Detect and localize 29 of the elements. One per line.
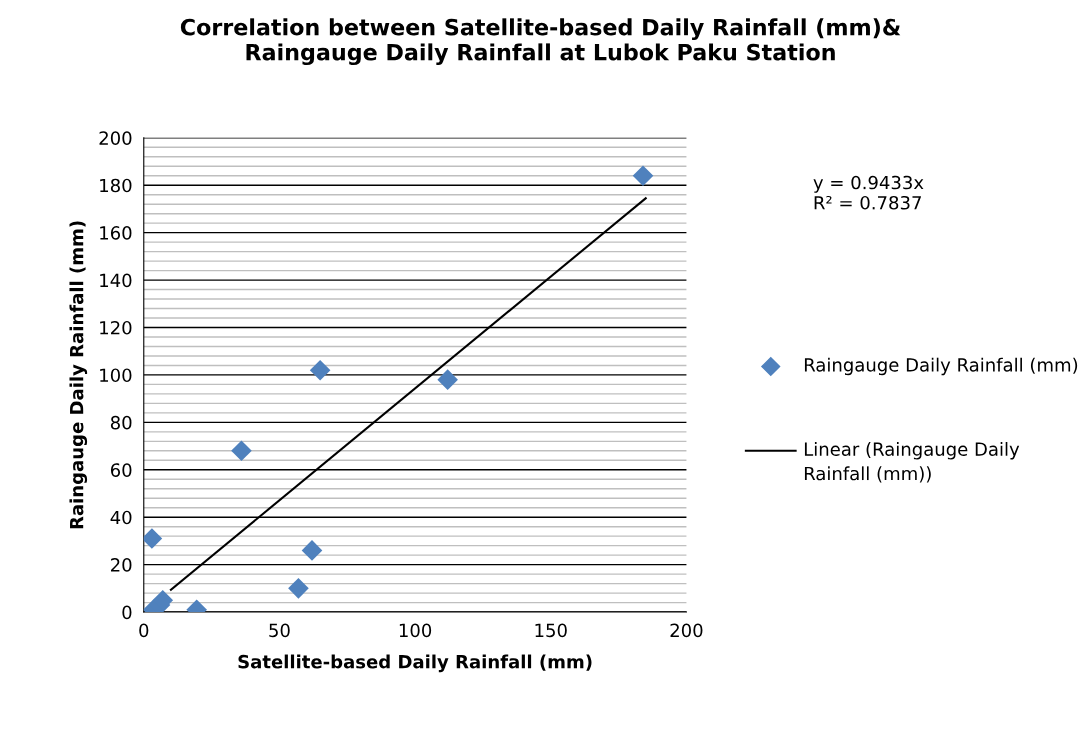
- text: y = 0.9433x R² = 0.7837: [813, 175, 924, 210]
- x-tick-label: 200: [670, 623, 703, 638]
- x-axis-title: Satellite-based Daily Rainfall (mm): [238, 654, 592, 673]
- y-tick-label: 40: [110, 510, 132, 525]
- x-tick-label: 50: [269, 623, 290, 638]
- legend-label: Linear (Raingauge Daily Rainfall (mm)): [804, 442, 1020, 483]
- y-axis-title: Raingauge Daily Rainfall (mm): [69, 221, 88, 529]
- point: [437, 369, 458, 390]
- y-tick-label: 80: [110, 415, 132, 430]
- y-tick-label: 60: [110, 463, 132, 477]
- chart-title: Correlation between Satellite-based Daily Rainfall (mm)& Raingauge Daily Rainfall at Lubok Paku Station: [180, 18, 901, 66]
- y-tick-label: 0: [122, 605, 132, 620]
- point: [143, 528, 163, 549]
- x-tick-label: 100: [399, 623, 432, 638]
- point: [288, 578, 309, 599]
- y-tick-label: 140: [100, 273, 132, 288]
- x-tick-label: 0: [139, 623, 149, 638]
- y-tick-label: 20: [111, 558, 132, 572]
- y-tick-label: 180: [100, 178, 132, 193]
- y-tick-label: 120: [100, 320, 132, 335]
- point: [632, 165, 654, 187]
- y-tick-label: 200: [99, 131, 132, 145]
- legend-label: Raingauge Daily Rainfall (mm): [804, 357, 1078, 376]
- x-tick-label: 150: [535, 623, 567, 638]
- y-tick-label: 160: [100, 226, 132, 240]
- point: [301, 540, 323, 561]
- y-tick-label: 100: [100, 368, 132, 383]
- point: [309, 359, 331, 381]
- point: [231, 440, 252, 462]
